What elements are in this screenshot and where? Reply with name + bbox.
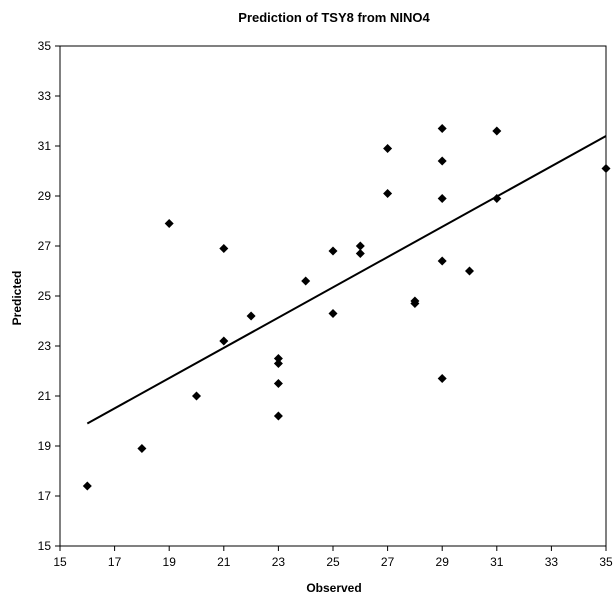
data-point [82, 481, 92, 491]
y-axis-label: Predicted [10, 271, 24, 326]
x-tick-label: 15 [53, 555, 67, 569]
y-tick-label: 29 [38, 189, 52, 203]
data-point [465, 266, 474, 276]
data-point [328, 246, 338, 256]
y-tick-label: 33 [38, 89, 52, 103]
x-axis-label: Observed [306, 581, 361, 595]
data-point [273, 359, 283, 368]
y-tick-label: 23 [38, 339, 52, 353]
x-tick-label: 33 [545, 555, 559, 569]
x-tick-label: 35 [599, 555, 613, 569]
data-point [301, 276, 311, 286]
data-point [273, 354, 283, 363]
plot-area [59, 45, 607, 547]
data-point [437, 256, 447, 266]
data-point [219, 244, 229, 253]
data-point [137, 444, 147, 453]
data-point [355, 249, 365, 258]
data-point [219, 336, 229, 346]
y-tick-label: 21 [38, 389, 52, 403]
x-tick-label: 29 [436, 555, 450, 569]
x-tick-label: 27 [381, 555, 395, 569]
y-tick-label: 35 [38, 39, 52, 53]
y-tick-label: 25 [38, 289, 52, 303]
data-point [437, 124, 447, 133]
chart-title: Prediction of TSY8 from NINO4 [238, 10, 430, 25]
x-tick-label: 21 [217, 555, 231, 569]
x-tick-label: 19 [163, 555, 177, 569]
x-tick-label: 25 [326, 555, 340, 569]
data-point [437, 156, 447, 166]
y-tick-label: 27 [38, 239, 52, 253]
data-point [437, 374, 447, 383]
data-point [355, 241, 365, 251]
data-point [383, 189, 393, 198]
y-tick-label: 15 [38, 539, 52, 553]
x-tick-label: 23 [272, 555, 286, 569]
data-point [273, 379, 283, 388]
data-point [192, 391, 201, 401]
y-tick-label: 31 [38, 139, 52, 153]
x-tick-label: 17 [108, 555, 122, 569]
data-point [328, 309, 338, 318]
data-point [273, 411, 283, 421]
y-tick-label: 19 [38, 439, 52, 453]
x-axis: 15 17 19 21 23 25 27 29 31 33 35 [53, 546, 613, 569]
y-axis: 15 17 19 21 23 25 27 29 31 33 35 [38, 39, 60, 553]
data-point [410, 299, 420, 308]
data-point [492, 126, 502, 136]
data-point [437, 194, 447, 203]
data-point [383, 144, 393, 153]
data-point [492, 194, 502, 203]
data-point [164, 219, 174, 228]
regression-line [86, 135, 607, 425]
data-point [601, 164, 611, 173]
data-point [246, 311, 256, 321]
data-points [82, 124, 611, 491]
x-tick-label: 31 [490, 555, 504, 569]
y-tick-label: 17 [38, 489, 52, 503]
